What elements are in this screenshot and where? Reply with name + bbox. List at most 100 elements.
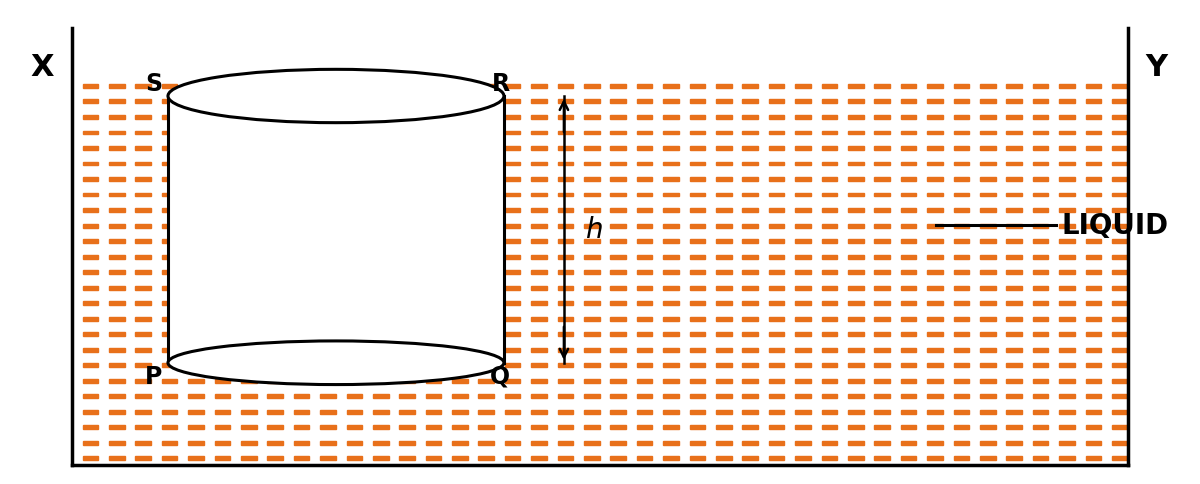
Bar — [1060, 224, 1075, 228]
Bar — [373, 224, 389, 228]
Bar — [320, 255, 336, 259]
Bar — [716, 363, 732, 367]
Bar — [320, 100, 336, 104]
Bar — [400, 379, 415, 383]
Bar — [743, 116, 758, 120]
Bar — [664, 193, 679, 197]
Bar — [796, 348, 811, 352]
Bar — [796, 456, 811, 460]
Bar — [1060, 85, 1075, 89]
Bar — [347, 317, 362, 321]
Bar — [532, 193, 547, 197]
Bar — [928, 348, 943, 352]
Bar — [848, 317, 864, 321]
Bar — [901, 302, 917, 305]
Bar — [875, 394, 890, 398]
Bar — [558, 441, 574, 445]
Bar — [532, 333, 547, 336]
Bar — [136, 209, 151, 212]
Bar — [83, 456, 98, 460]
Bar — [215, 85, 230, 89]
Bar — [136, 410, 151, 414]
Bar — [822, 317, 838, 321]
Bar — [1112, 317, 1128, 321]
Bar — [822, 441, 838, 445]
Bar — [162, 224, 178, 228]
Bar — [796, 317, 811, 321]
Text: X: X — [30, 53, 54, 82]
Bar — [1060, 363, 1075, 367]
Bar — [1086, 456, 1102, 460]
Bar — [637, 255, 653, 259]
Bar — [637, 333, 653, 336]
Bar — [268, 410, 283, 414]
Bar — [320, 286, 336, 290]
Text: LIQUID: LIQUID — [1062, 211, 1169, 239]
Bar — [769, 394, 785, 398]
Bar — [584, 425, 600, 429]
Bar — [928, 333, 943, 336]
Bar — [1112, 363, 1128, 367]
Bar — [1086, 255, 1102, 259]
Bar — [611, 162, 626, 166]
Bar — [822, 394, 838, 398]
Bar — [83, 131, 98, 135]
Bar — [848, 193, 864, 197]
Bar — [558, 255, 574, 259]
Bar — [320, 209, 336, 212]
Bar — [109, 379, 125, 383]
Bar — [400, 178, 415, 182]
Bar — [215, 255, 230, 259]
Bar — [690, 147, 706, 151]
Bar — [532, 379, 547, 383]
Bar — [584, 456, 600, 460]
Bar — [109, 333, 125, 336]
Bar — [664, 456, 679, 460]
Bar — [426, 410, 442, 414]
Bar — [1112, 178, 1128, 182]
Ellipse shape — [168, 341, 504, 385]
Bar — [320, 240, 336, 243]
Bar — [743, 193, 758, 197]
Bar — [505, 410, 521, 414]
Bar — [1112, 348, 1128, 352]
Bar — [611, 348, 626, 352]
Bar — [875, 116, 890, 120]
Bar — [901, 363, 917, 367]
Bar — [400, 394, 415, 398]
Bar — [136, 317, 151, 321]
Bar — [796, 116, 811, 120]
Bar — [241, 379, 257, 383]
Bar — [136, 100, 151, 104]
Bar — [188, 85, 204, 89]
Bar — [716, 100, 732, 104]
Bar — [1007, 410, 1022, 414]
Bar — [400, 193, 415, 197]
Bar — [532, 147, 547, 151]
Bar — [426, 209, 442, 212]
Bar — [743, 333, 758, 336]
Bar — [532, 441, 547, 445]
Bar — [796, 147, 811, 151]
Bar — [426, 240, 442, 243]
Bar — [1112, 456, 1128, 460]
Bar — [928, 379, 943, 383]
Bar — [1086, 348, 1102, 352]
Bar — [584, 224, 600, 228]
Bar — [743, 286, 758, 290]
Bar — [954, 116, 970, 120]
Bar — [505, 425, 521, 429]
Bar — [188, 178, 204, 182]
Bar — [1007, 116, 1022, 120]
Bar — [188, 286, 204, 290]
Bar — [188, 255, 204, 259]
Bar — [162, 131, 178, 135]
Bar — [637, 209, 653, 212]
Bar — [1086, 240, 1102, 243]
Bar — [188, 193, 204, 197]
Bar — [479, 410, 494, 414]
Bar — [848, 302, 864, 305]
Text: R: R — [492, 72, 510, 96]
Bar — [558, 100, 574, 104]
Bar — [400, 317, 415, 321]
